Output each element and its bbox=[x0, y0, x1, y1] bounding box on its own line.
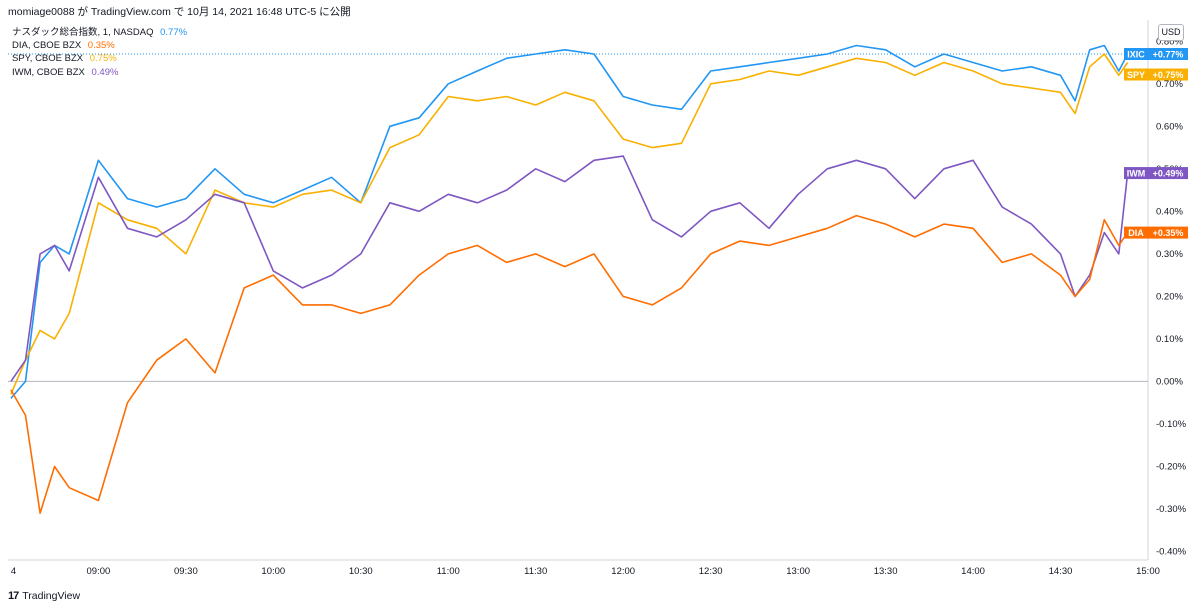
series-tag-name-bg bbox=[1124, 48, 1148, 61]
y-tick-label: -0.20% bbox=[1156, 461, 1187, 472]
series-tag-value-bg bbox=[1148, 48, 1188, 61]
series-tag-name: IXIC bbox=[1127, 50, 1145, 60]
y-tick-label: 0.80% bbox=[1156, 36, 1183, 47]
x-tick-label: 13:30 bbox=[874, 566, 898, 577]
series-tag-name: DIA bbox=[1128, 228, 1144, 238]
y-tick-label: 0.40% bbox=[1156, 206, 1183, 217]
series-tag-value-bg bbox=[1148, 167, 1188, 180]
x-tick-label: 14:00 bbox=[961, 566, 985, 577]
x-tick-label: 4 bbox=[11, 566, 16, 577]
tradingview-logo-icon: 17 bbox=[8, 590, 19, 602]
legend-value: 0.77% bbox=[160, 27, 188, 38]
x-tick-label: 10:00 bbox=[261, 566, 285, 577]
legend-label: IWM, CBOE BZX bbox=[12, 66, 85, 78]
legend-label: DIA, CBOE BZX bbox=[12, 40, 82, 52]
y-tick-label: -0.10% bbox=[1156, 419, 1187, 430]
legend-row-dia[interactable]: DIA, CBOE BZX 0.35% bbox=[12, 39, 187, 52]
y-tick-label: -0.30% bbox=[1156, 504, 1187, 515]
y-tick-label: -0.40% bbox=[1156, 546, 1187, 557]
publisher-header: momiage0088 が TradingView.com で 10月 14, … bbox=[8, 6, 351, 18]
x-tick-label: 11:30 bbox=[524, 566, 547, 577]
legend-value: 0.49% bbox=[91, 66, 119, 78]
footer-brand: TradingView bbox=[22, 590, 81, 602]
currency-button[interactable]: USD bbox=[1158, 24, 1184, 41]
series-line-ixic bbox=[10, 44, 1129, 399]
series-tag-value-bg bbox=[1148, 226, 1188, 239]
x-tick-label: 15:00 bbox=[1136, 566, 1160, 577]
legend-value: 0.35% bbox=[87, 40, 115, 52]
series-tag-value: +0.77% bbox=[1153, 50, 1184, 60]
series-line-dia bbox=[10, 214, 1129, 515]
series-tag-value-bg bbox=[1148, 68, 1188, 81]
series-tag-value: +0.35% bbox=[1153, 228, 1184, 238]
series-tag-name: SPY bbox=[1127, 70, 1145, 80]
series-tag-value: +0.75% bbox=[1153, 70, 1184, 80]
x-tick-label: 09:00 bbox=[86, 566, 110, 577]
series-line-spy bbox=[10, 53, 1129, 395]
x-tick-label: 12:00 bbox=[611, 566, 635, 577]
x-tick-label: 12:30 bbox=[699, 566, 723, 577]
x-tick-label: 13:00 bbox=[786, 566, 810, 577]
y-tick-label: 0.30% bbox=[1156, 249, 1183, 260]
x-tick-label: 14:30 bbox=[1049, 566, 1073, 577]
series-tag-name-bg bbox=[1124, 226, 1148, 239]
y-tick-label: 0.10% bbox=[1156, 334, 1183, 345]
series-tag-name: IWM bbox=[1127, 169, 1146, 179]
series-tag-name-bg bbox=[1124, 68, 1148, 81]
legend-label: SPY, CBOE BZX bbox=[12, 53, 84, 65]
legend-label: ナスダック総合指数, 1, NASDAQ bbox=[12, 27, 154, 38]
legend-row-iwm[interactable]: IWM, CBOE BZX 0.49% bbox=[12, 66, 187, 79]
y-tick-label: 0.70% bbox=[1156, 79, 1183, 90]
legend-row-spy[interactable]: SPY, CBOE BZX 0.75% bbox=[12, 52, 187, 65]
series-tag-name-bg bbox=[1124, 167, 1148, 180]
y-tick-label: 0.00% bbox=[1156, 376, 1183, 387]
y-tick-label: 0.20% bbox=[1156, 291, 1183, 302]
series-line-iwm bbox=[10, 155, 1129, 382]
series-tag-value: +0.49% bbox=[1153, 169, 1184, 179]
x-tick-label: 10:30 bbox=[349, 566, 373, 577]
x-tick-label: 11:00 bbox=[437, 566, 460, 577]
legend-value: 0.75% bbox=[89, 53, 117, 65]
y-tick-label: 0.60% bbox=[1156, 121, 1183, 132]
series-legend: ナスダック総合指数, 1, NASDAQ 0.77% DIA, CBOE BZX… bbox=[12, 26, 187, 79]
x-tick-label: 09:30 bbox=[174, 566, 198, 577]
legend-row-ixic[interactable]: ナスダック総合指数, 1, NASDAQ 0.77% bbox=[12, 26, 187, 39]
footer: 17 TradingView bbox=[8, 590, 80, 602]
